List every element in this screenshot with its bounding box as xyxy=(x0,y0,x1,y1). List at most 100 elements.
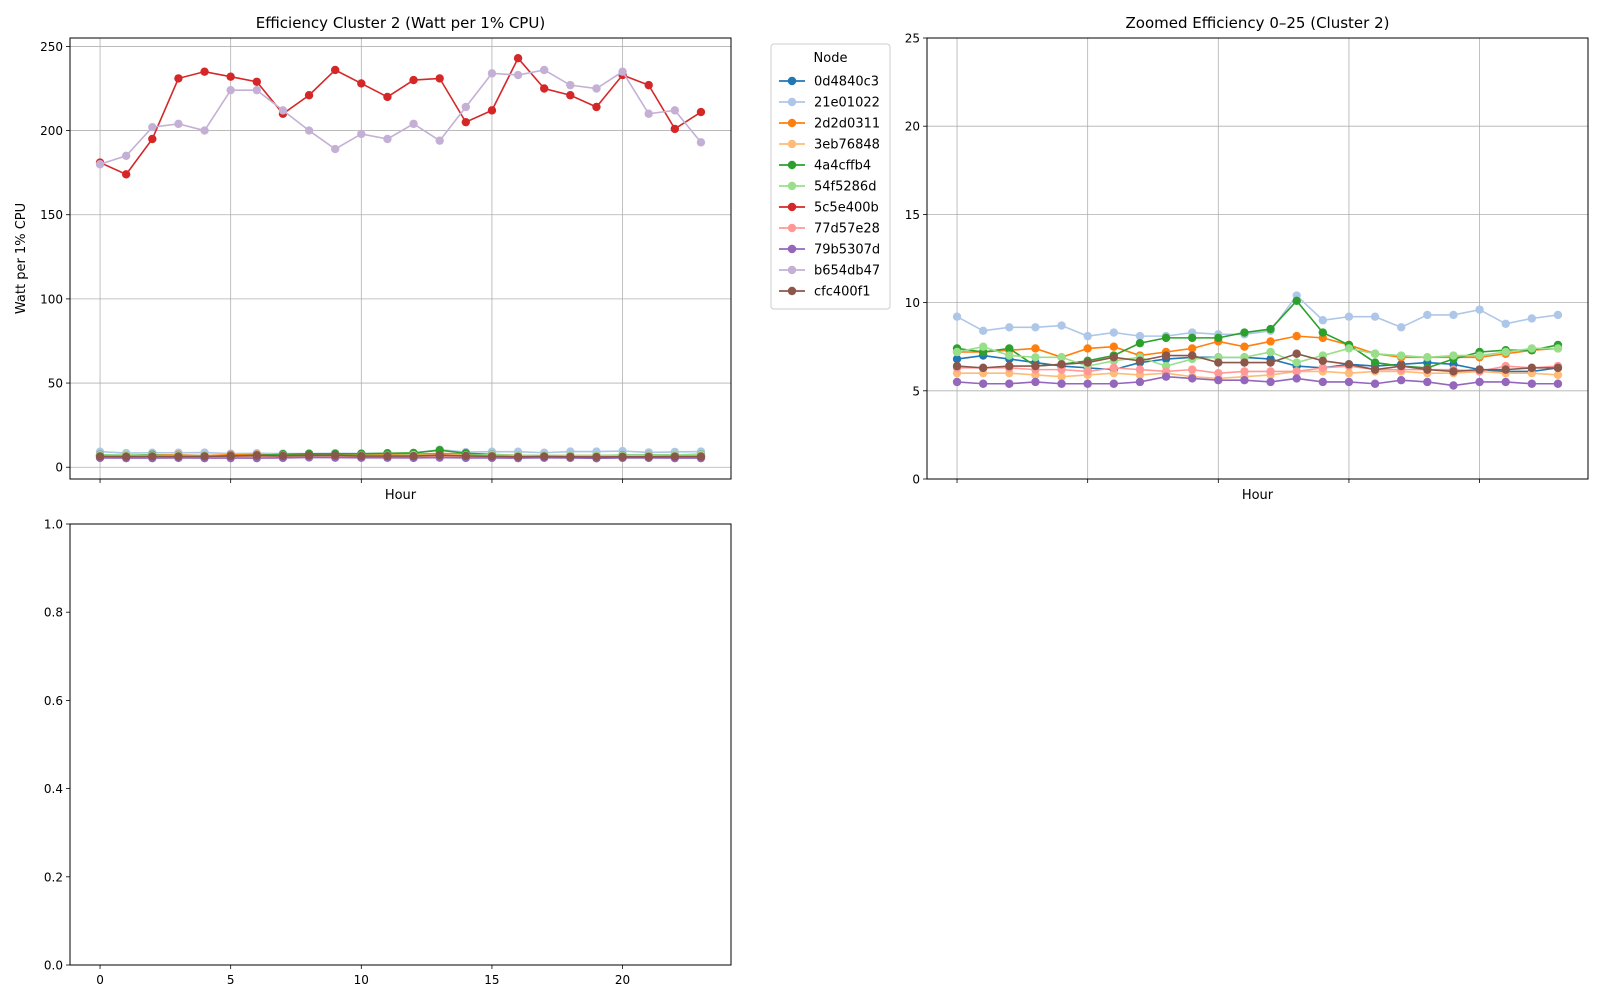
chart-title: Zoomed Efficiency 0–25 (Cluster 2) xyxy=(1126,14,1390,32)
data-point-cfc400f1 xyxy=(461,451,471,461)
data-point-21e01022 xyxy=(1553,310,1563,320)
data-point-4a4cffb4 xyxy=(1135,338,1145,348)
data-point-cfc400f1 xyxy=(1318,356,1328,366)
y-tick-label: 0.4 xyxy=(44,782,63,796)
series-line-79b5307d xyxy=(100,456,701,460)
data-point-cfc400f1 xyxy=(1240,358,1249,367)
data-point-0d4840c3 xyxy=(952,354,962,364)
legend-entry-label: 21e01022 xyxy=(814,96,880,111)
data-point-5c5e400b xyxy=(226,72,235,81)
data-point-3eb76848 xyxy=(1344,368,1354,378)
data-point-b654db47 xyxy=(513,70,523,80)
y-tick-label: 250 xyxy=(40,40,63,54)
data-point-77d57e28 xyxy=(1187,365,1197,374)
data-point-cfc400f1 xyxy=(539,452,549,461)
data-point-5c5e400b xyxy=(148,134,157,144)
data-point-b654db47 xyxy=(539,65,549,75)
data-point-4a4cffb4 xyxy=(1240,328,1249,337)
axes-frame xyxy=(69,37,732,480)
data-point-cfc400f1 xyxy=(1396,361,1406,371)
data-point-54f5286d xyxy=(1396,351,1406,360)
data-point-cfc400f1 xyxy=(618,452,627,461)
data-point-4a4cffb4 xyxy=(1292,296,1301,306)
data-point-cfc400f1 xyxy=(1214,358,1223,367)
data-point-cfc400f1 xyxy=(95,452,105,461)
series-line-b654db47 xyxy=(99,69,702,166)
data-point-2d2d0311 xyxy=(1292,331,1301,341)
data-point-5c5e400b xyxy=(487,106,497,115)
data-point-54f5286d xyxy=(1423,353,1432,362)
data-point-b654db47 xyxy=(148,123,157,132)
data-point-cfc400f1 xyxy=(1449,367,1458,376)
y-tick-label: 20 xyxy=(905,120,920,134)
data-point-cfc400f1 xyxy=(1423,365,1432,374)
data-point-79b5307d xyxy=(1423,377,1432,387)
data-point-5c5e400b xyxy=(539,84,549,93)
axes-frame xyxy=(926,37,1589,480)
data-point-cfc400f1 xyxy=(383,451,392,461)
data-point-54f5286d xyxy=(1266,347,1275,357)
x-tick-label: 0 xyxy=(96,973,104,987)
series-line-3eb76848 xyxy=(957,370,1559,380)
data-point-79b5307d xyxy=(1318,377,1328,387)
data-point-21e01022 xyxy=(1370,312,1380,321)
y-tick-label: 100 xyxy=(40,292,63,306)
data-point-b654db47 xyxy=(618,67,627,76)
data-point-21e01022 xyxy=(1057,321,1066,330)
data-point-cfc400f1 xyxy=(592,452,601,462)
y-tick-label: 150 xyxy=(40,208,63,222)
data-point-2d2d0311 xyxy=(1083,344,1092,353)
data-point-21e01022 xyxy=(1527,314,1537,323)
data-point-cfc400f1 xyxy=(1266,358,1275,367)
data-point-54f5286d xyxy=(1344,344,1354,353)
x-tick-label: 10 xyxy=(354,973,369,987)
data-point-4a4cffb4 xyxy=(1318,328,1328,337)
data-point-2d2d0311 xyxy=(1266,337,1275,346)
data-point-54f5286d xyxy=(1475,351,1484,360)
data-point-54f5286d xyxy=(1057,353,1066,362)
data-point-2d2d0311 xyxy=(1109,342,1119,351)
series-line-79b5307d xyxy=(956,375,1558,387)
data-point-cfc400f1 xyxy=(487,452,497,461)
series-line-54f5286d xyxy=(956,345,1558,367)
series-group xyxy=(952,291,1563,390)
data-point-b654db47 xyxy=(278,106,288,115)
chart-main: 0 50 100 150 200 250 Efficiency Cluster 2 (Wat… xyxy=(14,14,732,503)
data-point-21e01022 xyxy=(1501,319,1510,328)
data-point-cfc400f1 xyxy=(1553,363,1563,373)
data-point-79b5307d xyxy=(1449,381,1458,390)
data-point-4a4cffb4 xyxy=(1214,333,1223,343)
data-point-5c5e400b xyxy=(383,92,392,102)
data-point-4a4cffb4 xyxy=(1005,344,1014,353)
data-point-77d57e28 xyxy=(1292,367,1301,376)
data-point-cfc400f1 xyxy=(1031,361,1040,371)
data-point-cfc400f1 xyxy=(1292,349,1301,358)
data-point-b654db47 xyxy=(252,85,262,95)
data-point-5c5e400b xyxy=(670,124,680,134)
legend-entry-label: 5c5e400b xyxy=(814,201,879,216)
data-point-79b5307d xyxy=(978,379,988,388)
series-line-0d4840c3 xyxy=(956,354,1559,373)
data-point-79b5307d xyxy=(1527,379,1537,388)
legend-entry-label: b654db47 xyxy=(814,264,880,279)
data-point-b654db47 xyxy=(357,129,366,139)
data-point-2d2d0311 xyxy=(1031,344,1040,353)
data-point-21e01022 xyxy=(1031,323,1040,332)
y-tick-label: 0 xyxy=(55,461,63,475)
x-tick-label: 20 xyxy=(615,973,630,987)
data-point-77d57e28 xyxy=(1109,363,1119,373)
data-point-79b5307d xyxy=(1240,376,1249,385)
data-point-4a4cffb4 xyxy=(1187,333,1197,343)
data-point-77d57e28 xyxy=(1083,367,1092,376)
data-point-21e01022 xyxy=(1344,312,1354,321)
data-point-5c5e400b xyxy=(121,170,131,179)
data-point-54f5286d xyxy=(1527,344,1537,353)
y-tick-label: 50 xyxy=(48,377,63,391)
data-point-b654db47 xyxy=(200,126,209,135)
data-point-cfc400f1 xyxy=(278,451,288,461)
y-axis-label: Watt per 1% CPU xyxy=(14,203,29,314)
data-point-79b5307d xyxy=(1214,376,1223,385)
data-point-b654db47 xyxy=(174,119,183,129)
legend-entry-label: 54f5286d xyxy=(814,180,876,195)
